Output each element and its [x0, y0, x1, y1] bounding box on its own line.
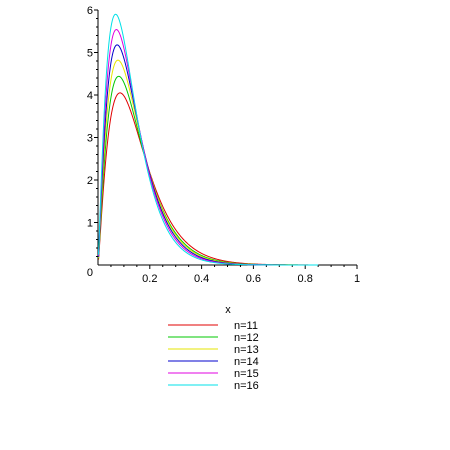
legend-label: n=16: [234, 380, 259, 392]
legend: n=11n=12n=13n=14n=15n=16: [168, 320, 259, 392]
legend-label: n=14: [234, 356, 259, 368]
y-tick-label: 1: [87, 218, 93, 230]
legend-label: n=13: [234, 344, 259, 356]
legend-label: n=12: [234, 332, 259, 344]
y-tick-label: 4: [87, 90, 93, 102]
y-tick-label: 5: [87, 48, 93, 60]
legend-label: n=15: [234, 368, 259, 380]
axes: 0.2 0.4 0.6 0.8 1 1 2 3 4 5 6 0 x: [87, 5, 360, 316]
legend-label: n=11: [234, 320, 258, 332]
series-line-n-15: [98, 29, 319, 266]
y-tick-label: 3: [87, 133, 93, 145]
x-tick-label: 0.6: [246, 273, 261, 285]
series-line-n-16: [98, 13, 319, 266]
series-line-n-14: [98, 44, 319, 266]
series-line-n-12: [98, 75, 319, 266]
y-tick-label: 2: [87, 175, 93, 187]
y-tick-label: 6: [87, 5, 93, 17]
x-tick-label: 0.4: [194, 273, 209, 285]
x-axis-label: x: [225, 304, 231, 316]
curves: [98, 13, 319, 266]
x-tick-label: 0.2: [142, 273, 157, 285]
origin-label: 0: [87, 267, 93, 279]
x-tick-label: 0.8: [298, 273, 313, 285]
series-line-n-11: [98, 92, 319, 266]
x-tick-label: 1: [354, 273, 360, 285]
